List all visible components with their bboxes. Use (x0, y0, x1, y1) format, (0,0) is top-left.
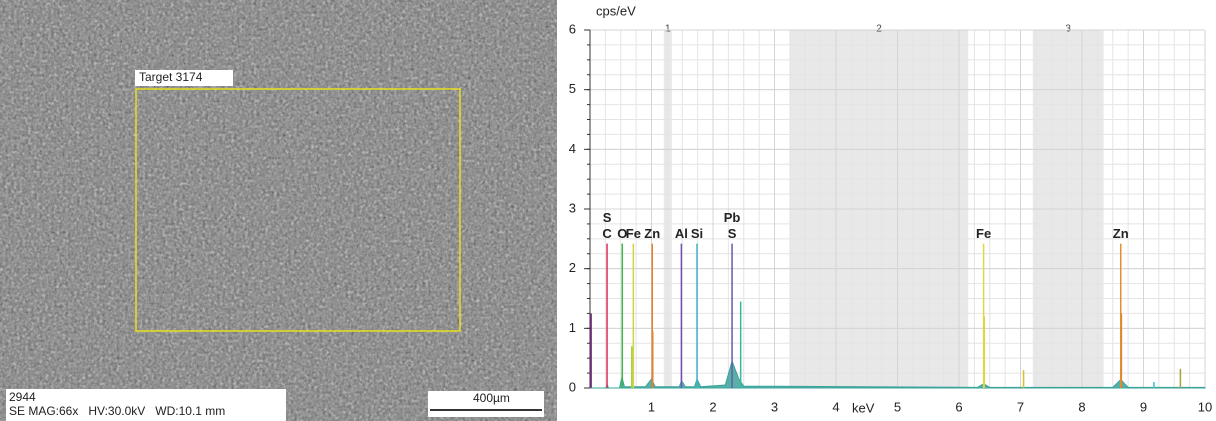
sem-texture (0, 0, 557, 421)
element-label: Al (675, 226, 688, 241)
y-tick-label: 5 (569, 81, 576, 96)
element-label: C (602, 226, 612, 241)
x-tick-label: 3 (771, 399, 778, 414)
region-label: 3 (1065, 24, 1071, 35)
y-tick-label: 2 (569, 260, 576, 275)
x-tick-label: 2 (709, 399, 716, 414)
image-info: SE MAG:66x HV:30.0kV WD:10.1 mm (9, 404, 225, 418)
element-label: Zn (1113, 226, 1129, 241)
x-tick-label: 10 (1198, 399, 1212, 414)
y-tick-label: 1 (569, 320, 576, 335)
target-label: Target 3174 (139, 70, 203, 84)
element-label: S (728, 226, 737, 241)
element-label: O (617, 226, 627, 241)
element-label: Si (691, 226, 703, 241)
y-axis-label: cps/eV (596, 3, 636, 18)
x-tick-label: 7 (1017, 399, 1024, 414)
element-label: Fe (626, 226, 641, 241)
x-axis-label: keV (852, 400, 875, 415)
element-label: Zn (644, 226, 660, 241)
y-tick-label: 3 (569, 200, 576, 215)
x-tick-label: 1 (648, 399, 655, 414)
y-tick-label: 0 (569, 379, 576, 394)
sem-panel: Target 3174 2944 SE MAG:66x HV:30.0kV WD… (0, 0, 557, 421)
scale-bar-label: 400µm (473, 391, 510, 405)
element-label: Fe (976, 226, 991, 241)
scale-bar-bg (428, 391, 544, 417)
region-label: 1 (665, 24, 671, 35)
y-tick-label: 4 (569, 141, 576, 156)
region-label: 2 (876, 24, 882, 35)
target-label-bg (135, 70, 233, 86)
x-tick-label: 8 (1078, 399, 1085, 414)
x-tick-label: 5 (894, 399, 901, 414)
element-label: Pb (724, 210, 741, 225)
x-tick-label: 6 (955, 399, 962, 414)
y-tick-label: 6 (569, 21, 576, 36)
target-box (135, 88, 461, 332)
x-tick-label: 9 (1140, 399, 1147, 414)
x-tick-label: 4 (832, 399, 839, 414)
image-id: 2944 (9, 390, 36, 404)
element-label: S (603, 210, 612, 225)
info-bg (6, 389, 286, 421)
